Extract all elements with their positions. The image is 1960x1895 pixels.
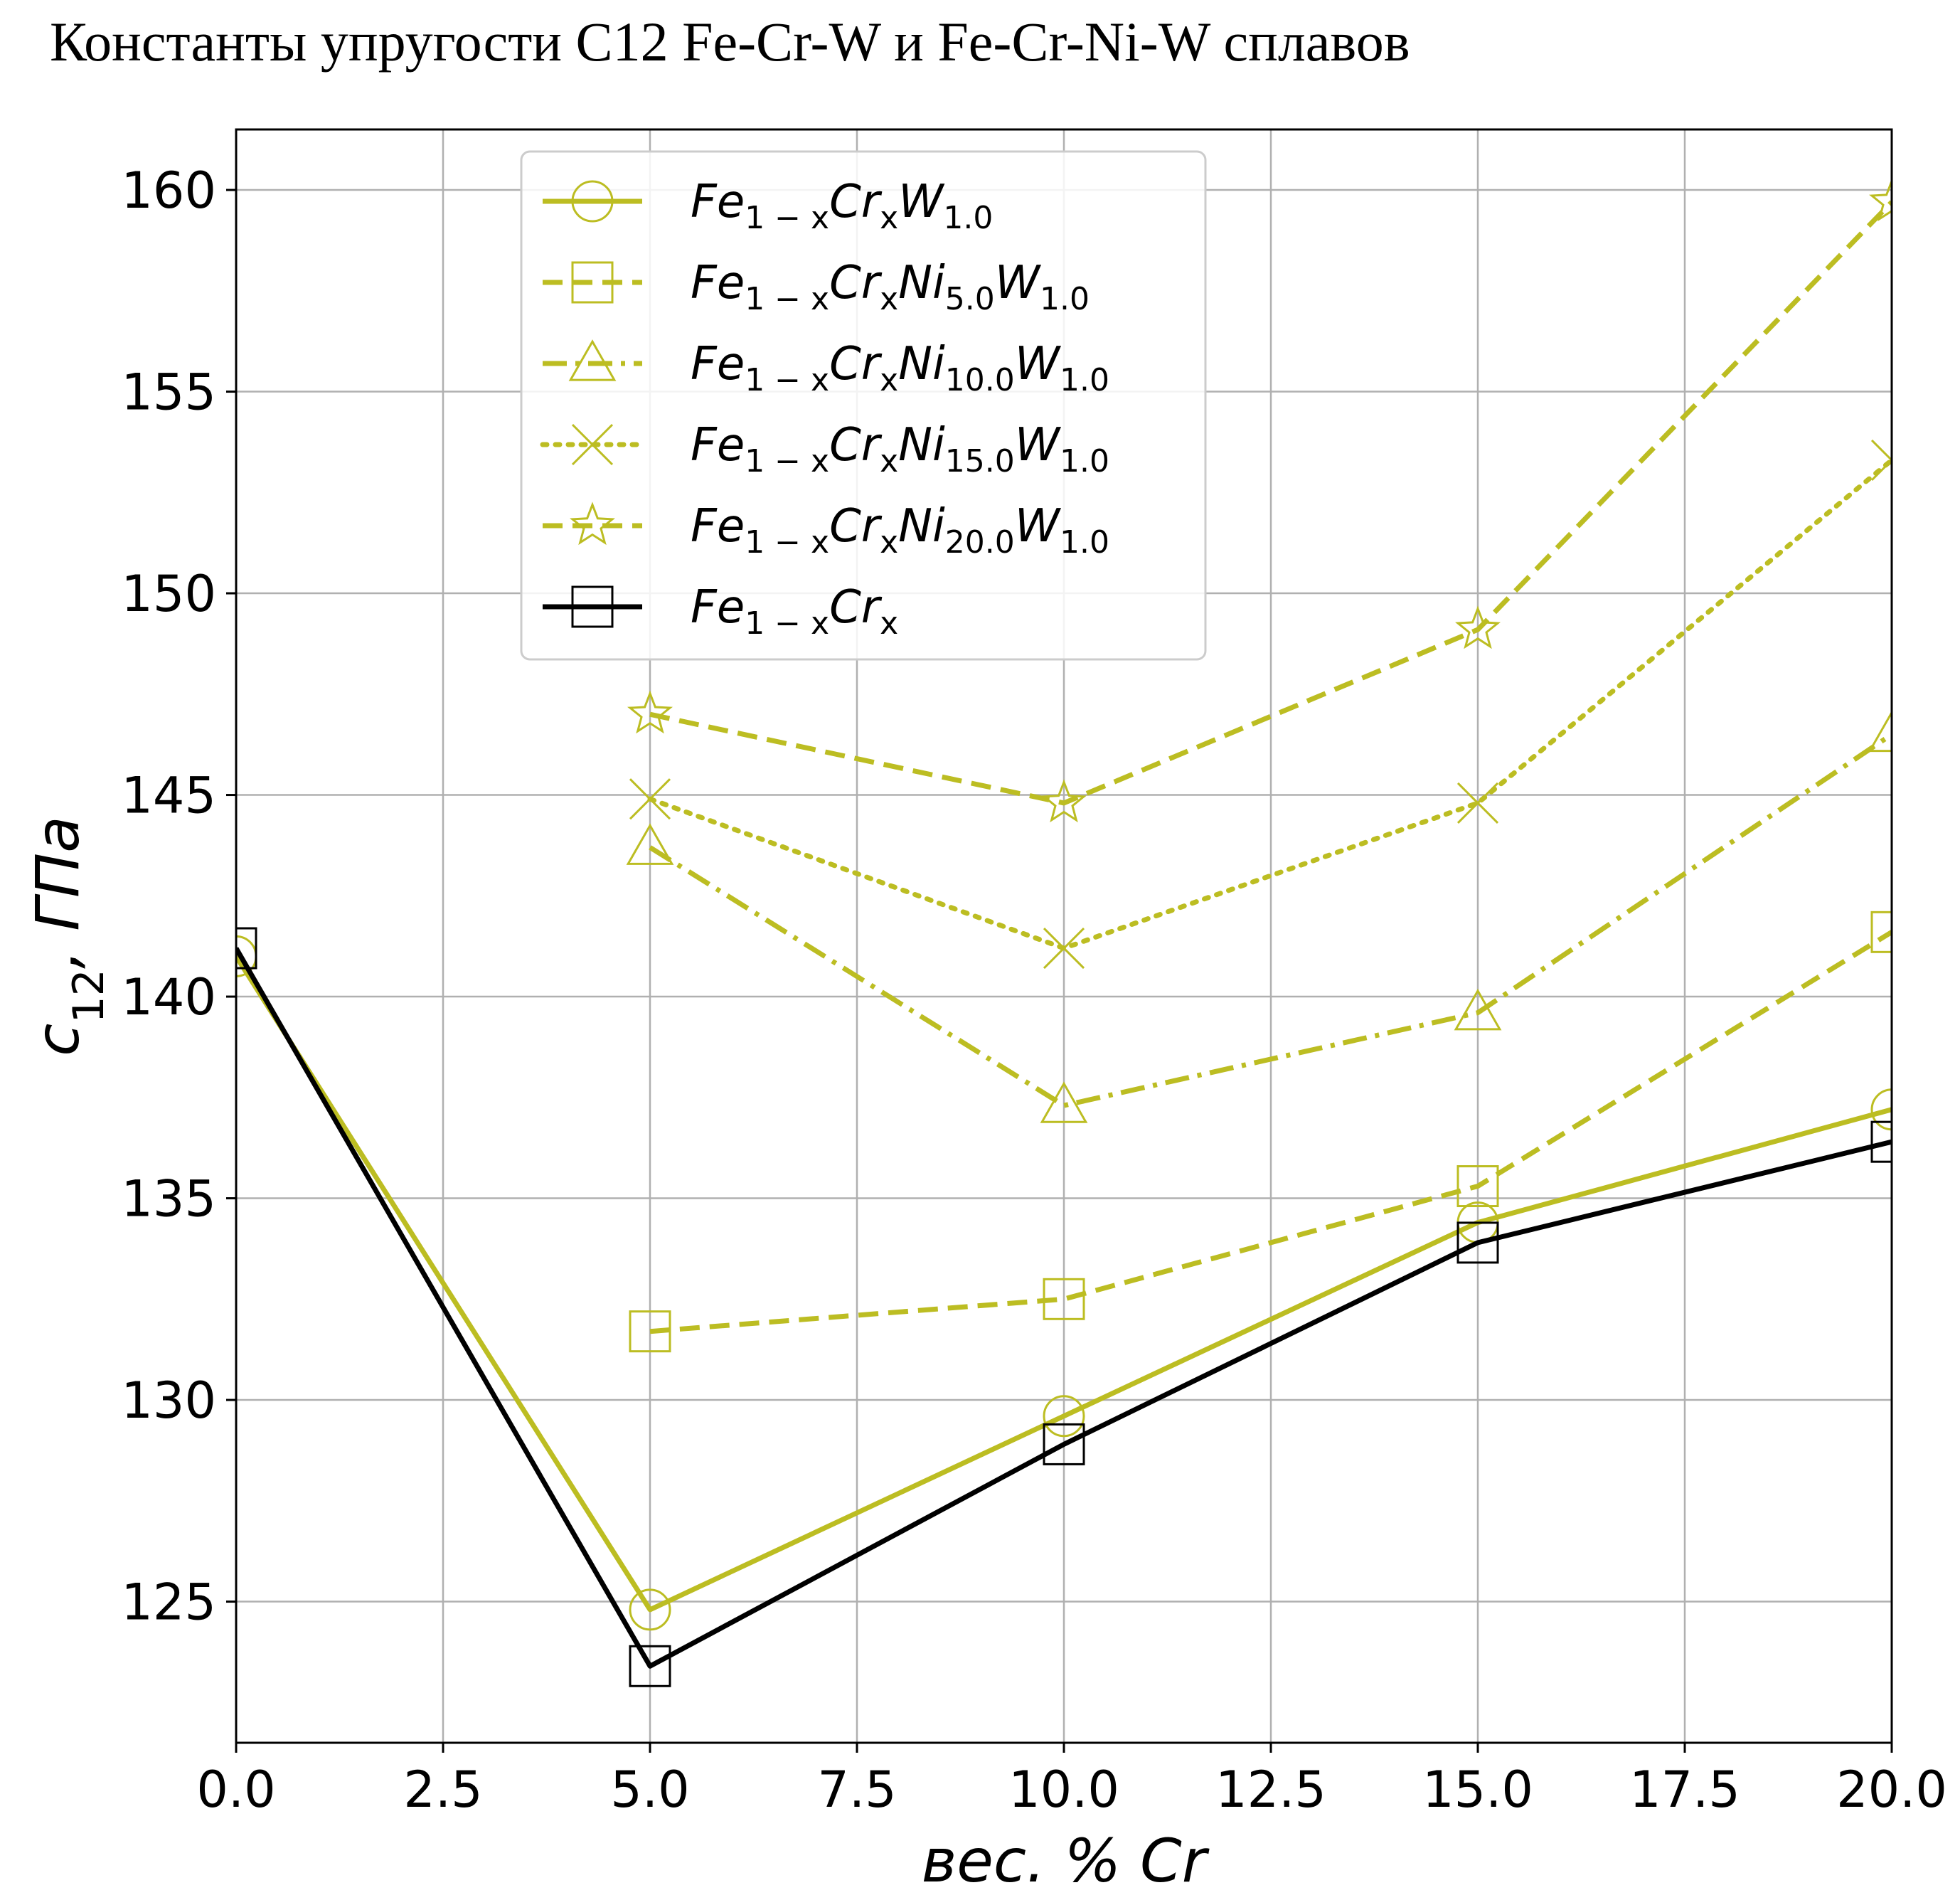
- data-point: [629, 1645, 671, 1687]
- series-4: [627, 178, 1892, 823]
- legend-label: Fe1 − xCrxW1.0: [691, 176, 993, 236]
- legend-entry: Fe1 − xCrxNi15.0W1.0: [540, 419, 1109, 479]
- data-point: [1870, 1120, 1892, 1163]
- data-point: [626, 823, 674, 865]
- series-line: [649, 732, 1892, 1108]
- y-tick-label: 150: [121, 565, 216, 623]
- y-tick-label: 135: [121, 1170, 216, 1228]
- data-point: [236, 927, 257, 970]
- x-tick-label: 15.0: [1422, 1761, 1533, 1819]
- y-tick-label: 145: [121, 767, 216, 825]
- series-2: [626, 710, 1892, 1123]
- legend-entry: Fe1 − xCrxNi20.0W1.0: [543, 500, 1109, 561]
- legend-label: Fe1 − xCrxNi15.0W1.0: [691, 419, 1109, 479]
- y-tick-label: 160: [121, 161, 216, 220]
- data-point: [571, 585, 614, 628]
- data-point: [1043, 1395, 1085, 1438]
- x-tick-label: 20.0: [1836, 1761, 1947, 1819]
- data-point: [627, 690, 673, 734]
- data-point: [571, 180, 614, 223]
- data-point: [1043, 1278, 1085, 1320]
- legend-entry: Fe1 − xCrxNi10.0W1.0: [543, 338, 1109, 398]
- y-tick-label: 130: [121, 1371, 216, 1430]
- y-tick-label: 140: [121, 968, 216, 1026]
- data-point: [629, 1588, 671, 1631]
- data-point: [1870, 911, 1892, 953]
- legend-entry: Fe1 − xCrxNi5.0W1.0: [543, 257, 1090, 317]
- data-point: [1040, 1081, 1088, 1123]
- y-tick-label: 155: [121, 363, 216, 422]
- x-tick-label: 17.5: [1629, 1761, 1740, 1819]
- data-point: [1869, 178, 1892, 222]
- x-tick-label: 10.0: [1008, 1761, 1119, 1819]
- chart-title: Константы упругости C12 Fe-Cr-W и Fe-Cr-…: [50, 11, 1410, 73]
- x-tick-label: 0.0: [196, 1761, 275, 1819]
- series-line: [649, 930, 1892, 1334]
- data-point: [1043, 927, 1085, 970]
- series-1: [629, 911, 1892, 1353]
- series-line: [649, 200, 1892, 806]
- legend-box: [520, 150, 1207, 661]
- data-point: [571, 423, 614, 466]
- legend-label: Fe1 − xCrx: [691, 581, 898, 642]
- data-point: [1870, 439, 1892, 482]
- y-axis-label: c12, ГПа: [23, 816, 114, 1056]
- legend-label: Fe1 − xCrxNi5.0W1.0: [691, 257, 1090, 317]
- x-tick-label: 2.5: [403, 1761, 482, 1819]
- data-point: [568, 339, 617, 381]
- data-point: [1870, 1088, 1892, 1131]
- legend-entry: Fe1 − xCrx: [543, 581, 898, 642]
- x-tick-label: 5.0: [610, 1761, 689, 1819]
- data-point: [1041, 779, 1087, 823]
- data-point: [1454, 988, 1502, 1031]
- data-point: [1456, 782, 1499, 824]
- legend-label: Fe1 − xCrxNi20.0W1.0: [691, 500, 1109, 561]
- data-point: [1455, 605, 1501, 649]
- axis-ticks: 0.0 2.5 5.0 7.5 10.0 12.5 15.0 17.5 20.0 125 130 13…: [121, 161, 1947, 1819]
- data-point: [1043, 1423, 1085, 1465]
- data-point: [1456, 1165, 1499, 1208]
- legend: Fe1 − xCrxW1.0 Fe1 − xCrxNi5.0W1.0 Fe1 − x…: [520, 150, 1207, 661]
- x-axis-label: вес. % Cr: [922, 1826, 1210, 1895]
- data-point: [570, 501, 615, 546]
- data-point: [571, 261, 614, 304]
- data-point: [629, 778, 671, 820]
- series-5: [236, 927, 1892, 1687]
- x-tick-label: 12.5: [1215, 1761, 1326, 1819]
- legend-label: Fe1 − xCrxNi10.0W1.0: [691, 338, 1109, 398]
- series-layer: [236, 178, 1892, 1687]
- series-3: [629, 439, 1892, 970]
- data-point: [629, 1310, 671, 1353]
- series-line: [236, 947, 1892, 1669]
- data-point: [1456, 1221, 1499, 1264]
- series-line: [647, 457, 1892, 951]
- data-point: [1868, 710, 1892, 753]
- legend-entry: Fe1 − xCrxW1.0: [543, 176, 993, 236]
- y-tick-label: 125: [121, 1573, 216, 1632]
- series-line: [236, 955, 1892, 1613]
- x-tick-label: 7.5: [817, 1761, 896, 1819]
